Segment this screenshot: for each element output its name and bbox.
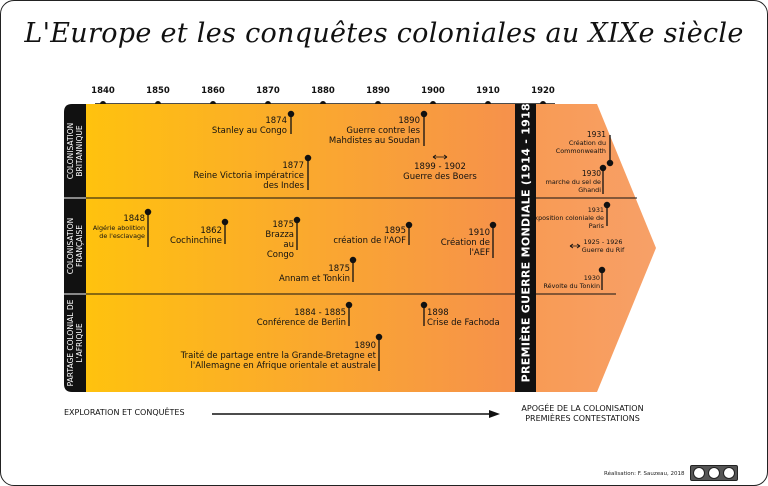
event-boers: 1899 - 1902 Guerre des Boers <box>400 162 480 182</box>
event-text: création de l'AOF <box>333 236 406 246</box>
event-text: Guerre des Boers <box>403 172 477 182</box>
year-label: 1920 <box>531 86 555 96</box>
event-berlin: 1884 - 1885 Conférence de Berlin <box>246 308 346 328</box>
year-label: 1870 <box>256 86 280 96</box>
main-panel <box>86 104 516 392</box>
event-text: Stanley au Congo <box>211 126 287 136</box>
event-year: 1877 <box>282 161 304 171</box>
event-traite: 1890 Traité de partage entre la Grande-B… <box>166 341 376 371</box>
event-year: 1884 - 1885 <box>294 308 346 318</box>
event-year: 1931 <box>587 206 604 214</box>
event-text: Reine Victoria impératrice des Indes <box>193 171 304 191</box>
event-text: Cochinchine <box>170 236 222 246</box>
event-year: 1875 <box>272 220 294 230</box>
pin-cochinchine <box>221 218 229 244</box>
event-tonkin: 1930 Révolte du Tonkin <box>540 274 600 290</box>
event-text: Brazza au Congo <box>265 230 294 260</box>
pin-berlin <box>345 301 353 326</box>
event-year: 1890 <box>354 341 376 351</box>
event-year: 1930 <box>581 169 601 178</box>
row-label-partage: PARTAGE COLONIAL DE L'AFRIQUE <box>66 299 84 387</box>
event-text: Algérie abolition de l'esclavage <box>92 224 145 240</box>
credit-text: Réalisation: F. Sauzeau, 2018 <box>604 471 685 477</box>
event-commonwealth: 1931 Création du Commonwealth <box>536 130 606 156</box>
event-text: Crise de Fachoda <box>427 318 500 328</box>
event-algerie: 1848 Algérie abolition de l'esclavage <box>85 214 145 240</box>
event-year: 1848 <box>123 214 145 224</box>
event-cochinchine: 1862 Cochinchine <box>152 226 222 246</box>
range-rif <box>569 243 581 249</box>
event-aof: 1895 création de l'AOF <box>316 226 406 246</box>
pin-tonkin <box>598 266 606 290</box>
event-aef: 1910 Création de l'AEF <box>435 228 490 258</box>
event-text: Révolte du Tonkin <box>543 282 600 290</box>
year-label: 1910 <box>476 86 500 96</box>
event-mahdistes: 1890 Guerre contre les Mahdistes au Soud… <box>315 116 420 146</box>
year-label: 1890 <box>366 86 390 96</box>
year-label: 1840 <box>91 86 115 96</box>
bottom-arrow-head <box>489 410 500 418</box>
event-year: 1899 - 1902 <box>414 162 466 172</box>
event-year: 1925 - 1926 <box>583 238 623 246</box>
row-label-band <box>64 104 86 392</box>
pin-expo <box>603 201 611 226</box>
event-text: Création de l'AEF <box>440 238 490 258</box>
pin-mahdistes <box>420 110 428 146</box>
event-expo: 1931 Exposition coloniale de Paris <box>529 206 604 230</box>
range-arrows <box>432 154 581 249</box>
year-label: 1850 <box>146 86 170 96</box>
event-text: Annam et Tonkin <box>278 274 350 284</box>
event-year: 1895 <box>384 226 406 236</box>
year-label: 1880 <box>311 86 335 96</box>
pin-annam <box>349 256 357 282</box>
page-title: L'Europe et les conquêtes coloniales au … <box>24 18 744 49</box>
pin-brazza <box>293 216 301 250</box>
event-pins <box>144 110 614 371</box>
ww1-label: PREMIÈRE GUERRE MONDIALE (1914 - 1918) <box>519 97 533 383</box>
ww1-band <box>515 104 536 392</box>
event-ghandi: 1930 marche du sel de Ghandi <box>529 169 601 195</box>
event-annam: 1875 Annam et Tonkin <box>270 264 350 284</box>
event-stanley: 1874 Stanley au Congo <box>207 116 287 136</box>
event-text: Guerre contre les Mahdistes au Soudan <box>328 126 420 146</box>
event-year: 1874 <box>265 116 287 126</box>
license-badge-icon[interactable] <box>690 465 738 481</box>
event-year: 1898 <box>427 308 449 318</box>
event-text: Guerre du Rif <box>581 246 625 254</box>
pin-aef <box>489 221 497 258</box>
pin-ghandi <box>599 164 607 194</box>
event-victoria: 1877 Reine Victoria impératrice des Inde… <box>184 161 304 191</box>
row-label-british: COLONISATION BRITANNIQUE <box>66 122 84 180</box>
event-year: 1910 <box>468 228 490 238</box>
event-text: Exposition coloniale de Paris <box>530 214 604 230</box>
pin-aof <box>405 221 413 245</box>
event-rif: 1925 - 1926 Guerre du Rif <box>578 238 628 254</box>
event-fachoda: 1898 Crise de Fachoda <box>427 308 507 328</box>
pin-stanley <box>287 110 295 134</box>
arrow-head-panel <box>536 104 656 392</box>
event-brazza: 1875 Brazza au Congo <box>254 220 294 260</box>
year-label: 1860 <box>201 86 225 96</box>
pin-fachoda <box>420 301 428 326</box>
range-boers <box>432 154 448 160</box>
event-text: Conférence de Berlin <box>256 318 346 328</box>
event-text: marche du sel de Ghandi <box>545 178 601 194</box>
phase-label-left: EXPLORATION ET CONQUÊTES <box>64 408 185 417</box>
row-label-french: COLONISATION FRANÇAISE <box>66 217 84 275</box>
event-year: 1875 <box>328 264 350 274</box>
year-label: 1900 <box>421 86 445 96</box>
event-year: 1930 <box>583 274 600 282</box>
event-text: Création du Commonwealth <box>555 139 606 155</box>
event-year: 1862 <box>200 226 222 236</box>
event-year: 1931 <box>586 130 606 139</box>
pin-traite <box>375 333 383 371</box>
pin-commonwealth <box>606 135 614 167</box>
event-year: 1890 <box>398 116 420 126</box>
phase-label-right: APOGÉE DE LA COLONISATION PREMIÈRES CONT… <box>521 404 644 423</box>
event-text: Traité de partage entre la Grande-Bretag… <box>180 351 376 371</box>
pin-algerie <box>144 208 152 247</box>
pin-victoria <box>304 154 312 190</box>
